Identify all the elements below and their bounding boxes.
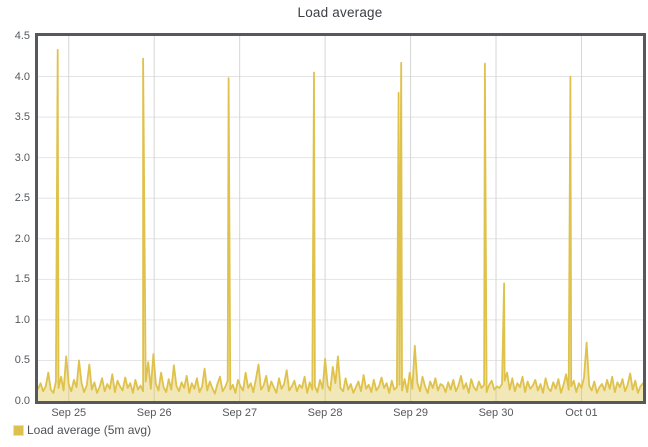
x-axis-label: Sep 30 bbox=[478, 407, 514, 419]
panel-title: Load average bbox=[297, 5, 383, 20]
series-line bbox=[38, 48, 643, 395]
y-axis-label: 0.0 bbox=[14, 395, 30, 407]
x-axis-label: Sep 27 bbox=[222, 407, 258, 419]
x-axis-label: Oct 01 bbox=[565, 407, 598, 419]
x-axis-label: Sep 26 bbox=[136, 407, 172, 419]
y-axis-label: 2.0 bbox=[14, 232, 30, 245]
y-axis-label: 3.5 bbox=[14, 111, 30, 124]
y-axis-label: 3.0 bbox=[14, 151, 30, 164]
load-average-chart[interactable] bbox=[38, 36, 643, 401]
y-axis-label: 0.5 bbox=[14, 354, 30, 367]
legend-swatch-icon bbox=[13, 424, 24, 436]
y-axis: 0.0 0.5 1.0 1.5 2.0 2.5 3.0 3.5 4.0 4.5 bbox=[0, 0, 30, 447]
plot-area[interactable] bbox=[35, 33, 646, 404]
y-axis-label: 1.0 bbox=[14, 313, 30, 326]
y-axis-label: 4.0 bbox=[14, 70, 30, 83]
x-axis-label: Sep 28 bbox=[307, 407, 343, 419]
series-area-fill bbox=[38, 49, 643, 401]
x-axis-label: Sep 29 bbox=[393, 407, 428, 419]
y-axis-label: 4.5 bbox=[14, 30, 30, 42]
legend-item-load-average[interactable]: Load average (5m avg) bbox=[13, 423, 151, 437]
y-axis-label: 2.5 bbox=[14, 192, 30, 205]
legend-label: Load average (5m avg) bbox=[27, 423, 152, 437]
y-axis-label: 1.5 bbox=[14, 273, 30, 286]
x-axis: Sep 25 Sep 26 Sep 27 Sep 28 Sep 29 Sep 30 Oct … bbox=[0, 407, 648, 423]
x-axis-label: Sep 25 bbox=[51, 407, 87, 419]
